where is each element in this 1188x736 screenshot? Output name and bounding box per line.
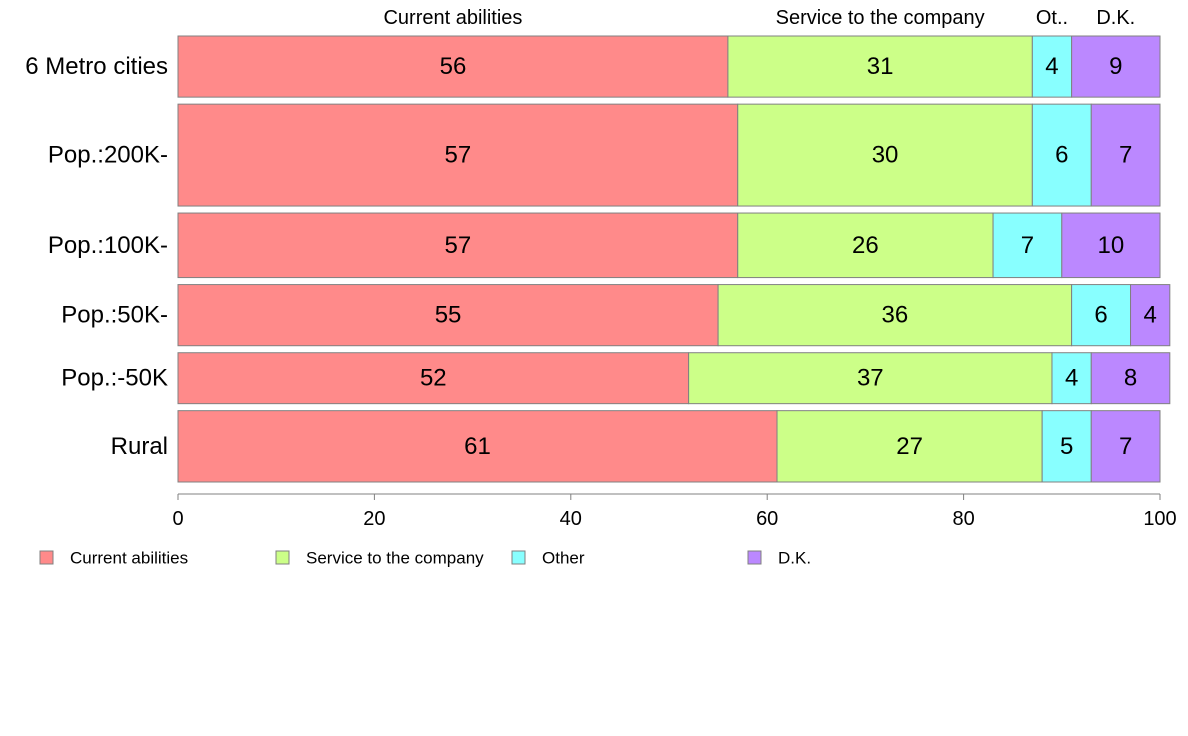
legend-swatch <box>511 550 526 565</box>
legend: Current abilities Service to the company O… <box>39 549 811 568</box>
x-tick-label: 40 <box>560 508 582 530</box>
bar-value-label: 52 <box>420 365 447 392</box>
category-label: Pop.:100K- <box>48 232 168 259</box>
bar-value-label: 26 <box>852 232 879 259</box>
bar-value-label: 4 <box>1045 53 1058 80</box>
bar-segment <box>1090 410 1161 483</box>
bar-segment <box>717 284 1073 347</box>
bar-segment <box>737 103 1033 207</box>
bar-segment <box>177 284 719 347</box>
bar-segment <box>177 410 778 483</box>
category-label: 6 Metro cities <box>25 53 168 80</box>
bar-segment <box>727 35 1033 98</box>
bar-segment <box>1090 103 1161 207</box>
bar-value-label: 4 <box>1065 365 1078 392</box>
bar-value-label: 6 <box>1055 142 1068 169</box>
legend-label: Service to the company <box>306 549 484 568</box>
bar-value-label: 57 <box>445 142 472 169</box>
bar-value-label: 7 <box>1119 433 1132 460</box>
x-tick-label: 100 <box>1143 508 1176 530</box>
bar-value-label: 57 <box>445 232 472 259</box>
bar-segment <box>1041 410 1092 483</box>
legend-swatch <box>747 550 762 565</box>
bar-segment <box>1061 212 1161 279</box>
legend-label: Current abilities <box>70 549 188 568</box>
bar-segment <box>776 410 1043 483</box>
category-label: Rural <box>111 433 168 460</box>
bar-segment <box>177 103 739 207</box>
legend-label: Other <box>542 549 585 568</box>
category-label: Pop.:50K- <box>61 302 168 329</box>
bar-segment <box>1071 35 1161 98</box>
bar-value-label: 7 <box>1119 142 1132 169</box>
bar-segment <box>1031 35 1073 98</box>
x-tick-label: 0 <box>172 508 183 530</box>
bar-value-label: 9 <box>1109 53 1122 80</box>
bar-value-label: 10 <box>1098 232 1125 259</box>
bar-value-label: 37 <box>857 365 884 392</box>
bar-value-label: 27 <box>896 433 923 460</box>
bar-segment <box>1051 352 1092 405</box>
category-labels: 6 Metro cities Pop.:200K- Pop.:100K- Pop.:5… <box>25 53 168 460</box>
category-label: Pop.:-50K <box>61 365 168 392</box>
bar-segment <box>1031 103 1092 207</box>
bar-segment <box>688 352 1053 405</box>
bar-value-label: 30 <box>872 142 899 169</box>
segment-header-label: D.K. <box>1096 7 1135 29</box>
segment-header-label: Current abilities <box>383 7 522 29</box>
segment-header-label: Ot.. <box>1036 7 1068 29</box>
bar-value-label: 36 <box>882 302 909 329</box>
x-tick-label: 20 <box>363 508 385 530</box>
legend-swatch <box>39 550 54 565</box>
legend-label: D.K. <box>778 549 811 568</box>
bar-segment <box>1090 352 1171 405</box>
bar-segment <box>177 352 690 405</box>
bar-value-label: 5 <box>1060 433 1073 460</box>
bar-value-label: 8 <box>1124 365 1137 392</box>
bar-segment <box>177 35 729 98</box>
bar-value-label: 4 <box>1144 302 1157 329</box>
x-tick-label: 60 <box>756 508 778 530</box>
x-axis: 0 20 40 60 80 100 <box>172 493 1177 530</box>
bar-segment <box>737 212 994 279</box>
bar-value-label: 7 <box>1021 232 1034 259</box>
bar-segment <box>177 212 739 279</box>
legend-swatch <box>275 550 290 565</box>
bar-value-label: 56 <box>440 53 467 80</box>
bar-value-label: 6 <box>1094 302 1107 329</box>
bar-value-label: 55 <box>435 302 462 329</box>
bar-value-label: 31 <box>867 53 894 80</box>
segment-header-label: Service to the company <box>776 7 985 29</box>
bar-value-label: 61 <box>464 433 491 460</box>
category-label: Pop.:200K- <box>48 142 168 169</box>
segment-header-labels: Current abilities Service to the company O… <box>383 7 1135 29</box>
x-tick-label: 80 <box>952 508 974 530</box>
bar-segment <box>1130 284 1171 347</box>
